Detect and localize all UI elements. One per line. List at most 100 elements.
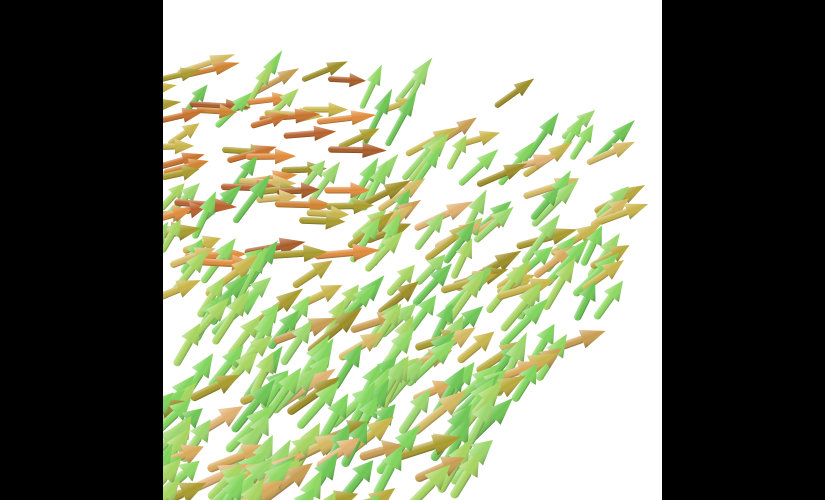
arrow-head-shade [461,270,485,299]
arrow [499,298,549,348]
arrow-head-shade [358,128,380,144]
arrow-shaft-shade [597,208,630,225]
arrow-head-shade [472,398,493,425]
arrow-head-shade [294,108,321,124]
arrow-head-shade [341,343,362,368]
arrow-head-shade [255,351,274,375]
arrow [163,138,195,155]
arrow-head-shade [424,464,451,491]
arrow [570,124,594,160]
arrow-shaft-shade [192,208,210,239]
arrow-head-shade [319,284,343,303]
arrow-head-shade [566,115,585,138]
arrow-shaft-shade [190,381,222,402]
arrow-head-shade [360,216,381,241]
arrow [215,92,253,128]
arrow-head-shade [167,183,185,201]
arrow-shaft-shade [163,211,177,223]
arrow-head-shade [555,257,576,284]
arrow-shaft-shade [246,96,275,105]
arrow-shaft-shade [458,161,485,186]
arrow [415,254,446,285]
arrow-head-shade [431,380,453,399]
arrow-head-shade [179,67,201,82]
arrow-head-shade [358,396,378,420]
arrow-head-shade [585,225,602,247]
arrow-head-shade [380,439,402,461]
arrow-head-shade [326,61,348,76]
arrow-shaft-shade [231,398,261,433]
arrow [163,458,182,500]
arrow-head-shade [249,412,269,437]
arrow-head-shade [427,132,450,158]
arrow-head-shade [181,123,200,139]
arrow [530,187,560,220]
arrow-shaft-shade [378,292,405,315]
arrow-head-shade [533,246,554,266]
arrow-head-shade [485,398,513,425]
arrow [163,108,206,125]
arrow [197,277,225,318]
arrow [580,225,602,266]
arrow-head-shade [438,389,467,416]
arrow-head-shade [253,310,276,339]
arrow-head-shade [366,64,382,87]
arrow-shaft-shade [207,451,247,473]
arrow-head-shade [299,422,320,449]
arrow-head-shade [278,237,306,255]
arrow [163,482,207,500]
arrow [163,421,188,474]
arrow [511,363,538,402]
arrow-head-shade [252,434,273,462]
arrow [192,191,217,239]
arrow [574,281,596,321]
arrow-shaft-shade [415,264,436,285]
arrow-shaft-shade [232,192,259,224]
arrow-head-shade [311,260,333,279]
arrow [494,78,535,108]
arrow-shaft-shade [511,377,531,402]
arrow-head-shade [564,238,589,264]
arrow-head-shade [178,482,207,500]
arrow-head-shade [453,361,475,387]
arrow [174,196,238,214]
arrow-shaft-shade [457,341,482,364]
arrow-shaft-shade [385,111,407,147]
arrow-head-shade [445,201,474,221]
arrow-head-shade [518,363,538,385]
arrow-head-shade [226,289,250,317]
arrow [168,123,200,146]
arrow-shaft-shade [233,267,257,304]
arrow-head-shade [210,196,238,214]
arrow-shaft-shade [163,231,176,253]
arrow-shaft-shade [593,294,615,320]
arrow-shaft-shade [580,240,597,266]
arrow-head-shade [577,124,594,144]
arrow [367,487,396,500]
arrow-shaft-shade [287,389,321,415]
arrow-head-shade [430,330,456,356]
arrow-head-shade [325,212,346,230]
arrow-head-shade [274,148,297,165]
arrow [522,214,561,264]
arrow-head-shade [503,163,528,180]
arrow [163,219,181,253]
arrow-shaft-shade [476,350,507,374]
arrow-shaft-shade [543,276,566,310]
arrow-head-shade [367,487,396,500]
arrow-head-shade [163,392,174,416]
arrow-head-shade [263,459,293,489]
arrow-head-shade [353,197,374,215]
arrow [450,238,472,279]
arrow [378,281,419,315]
arrow-shaft-shade [302,106,331,113]
arrow [163,164,200,181]
arrow-head-shade [450,327,476,349]
arrow-head-shade [239,155,258,177]
arrow-head-shade [541,187,560,207]
arrow [250,112,289,129]
arrow-shaft-shade [446,147,462,170]
arrow-head-shade [350,182,370,199]
arrow-head-shade [601,259,624,280]
